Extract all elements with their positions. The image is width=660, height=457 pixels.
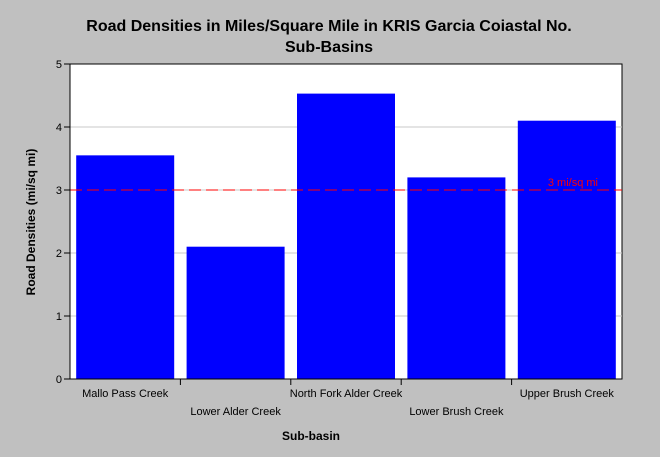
chart-title-line-1: Road Densities in Miles/Square Mile in K… bbox=[86, 18, 571, 35]
reference-line-label: 3 mi/sq mi bbox=[548, 177, 598, 189]
x-tick-label: Lower Brush Creek bbox=[409, 406, 504, 418]
bar bbox=[517, 120, 616, 379]
y-tick-label: 3 bbox=[56, 185, 62, 197]
chart-title-line-2: Sub-Basins bbox=[285, 39, 373, 56]
bar bbox=[297, 93, 395, 380]
y-tick-label: 2 bbox=[56, 248, 62, 260]
y-tick-label: 5 bbox=[56, 59, 62, 71]
x-axis-title: Sub-basin bbox=[282, 429, 340, 443]
bar bbox=[76, 155, 175, 379]
y-tick-label: 4 bbox=[56, 122, 62, 134]
x-tick-label: North Fork Alder Creek bbox=[290, 388, 403, 400]
x-tick-label: Lower Alder Creek bbox=[190, 406, 281, 418]
x-ticks: Mallo Pass Creek Lower Alder Creek North F… bbox=[82, 379, 614, 418]
x-tick-label: Mallo Pass Creek bbox=[82, 388, 169, 400]
x-tick-label: Upper Brush Creek bbox=[520, 388, 615, 400]
bars bbox=[76, 93, 616, 380]
y-axis-title: Road Densities (mi/sq mi) bbox=[24, 149, 38, 296]
bar bbox=[186, 246, 285, 379]
y-tick-label: 1 bbox=[56, 311, 62, 323]
bar bbox=[407, 177, 506, 379]
y-tick-label: 0 bbox=[56, 374, 62, 386]
y-ticks: 0 1 2 3 4 5 bbox=[56, 59, 70, 386]
